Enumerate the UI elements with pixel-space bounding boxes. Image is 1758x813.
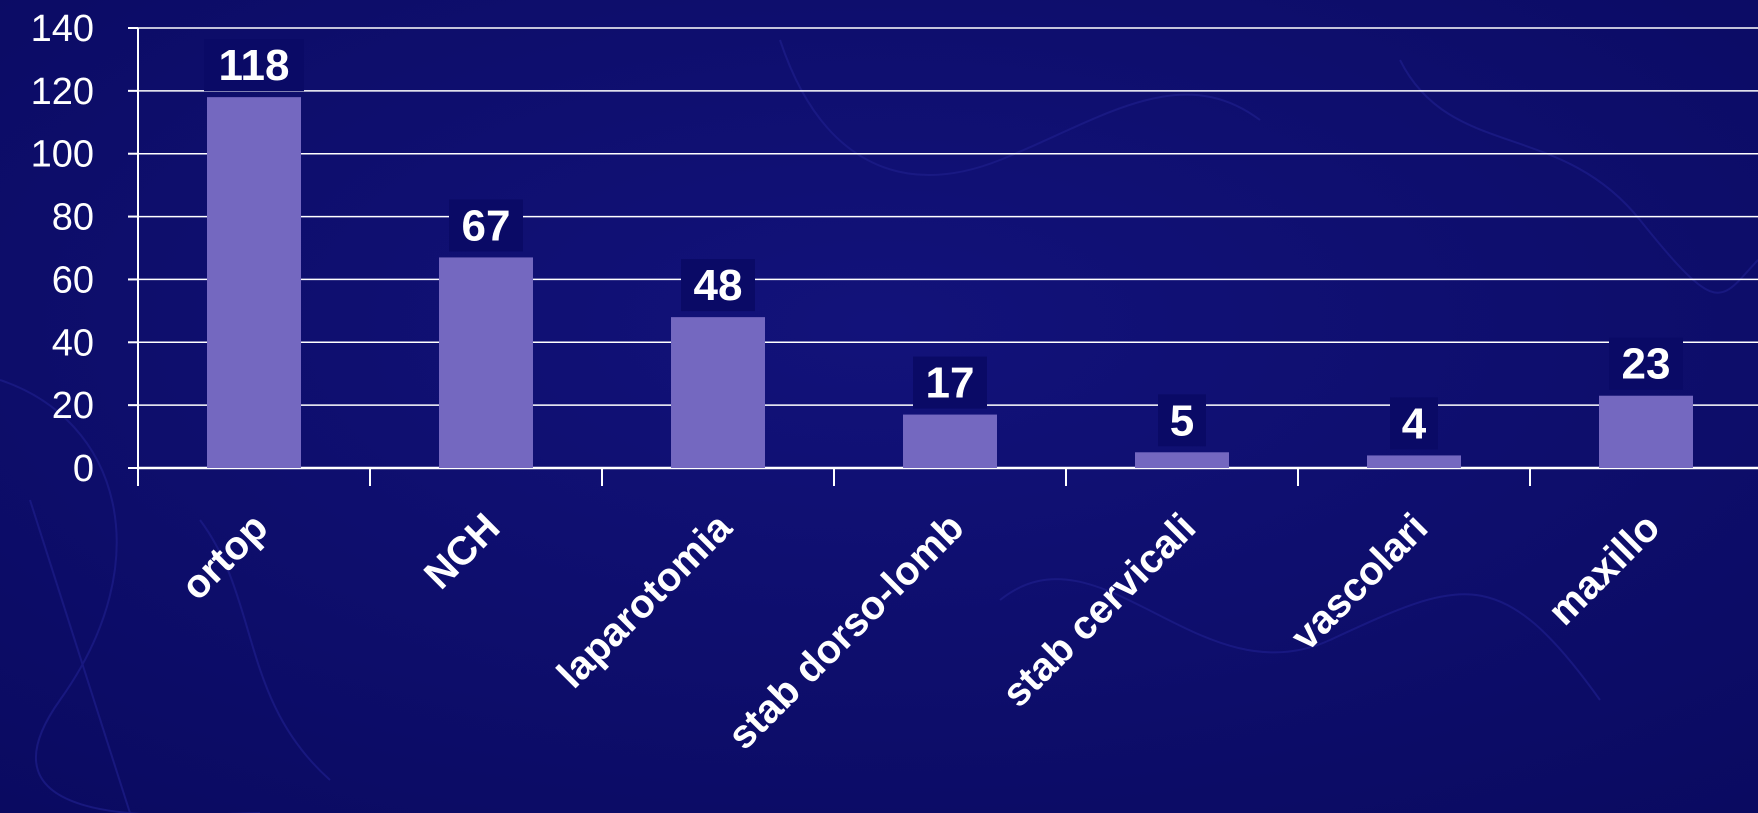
data-label-box	[1609, 337, 1683, 390]
data-label-box	[681, 259, 755, 312]
data-label-box	[1390, 397, 1438, 450]
y-tick-label: 100	[31, 134, 94, 176]
bar-nch	[439, 257, 533, 468]
bar-stab-cervicali	[1135, 452, 1229, 468]
background-decoration	[0, 39, 1758, 813]
data-label-box	[1158, 394, 1206, 447]
y-tick-label: 20	[52, 385, 94, 427]
y-tick-label: 140	[31, 8, 94, 50]
data-label-box	[204, 39, 304, 92]
y-tick-label: 80	[52, 197, 94, 239]
data-labels: 118 67 48 17 5 4 23	[204, 39, 1683, 450]
data-label-box	[913, 356, 987, 409]
data-label: 23	[1622, 340, 1671, 389]
y-tick-label: 120	[31, 71, 94, 113]
data-label-box	[449, 199, 523, 252]
data-label: 17	[926, 359, 975, 408]
y-tick-label: 40	[52, 322, 94, 364]
bar-maxillo	[1599, 395, 1693, 468]
bar-vascolari	[1367, 455, 1461, 468]
y-tick-label: 0	[73, 448, 94, 490]
bar-ortop	[207, 97, 301, 469]
data-label: 67	[462, 201, 511, 250]
data-label: 48	[694, 261, 743, 310]
bar-laparotomia	[671, 317, 765, 468]
gridlines	[138, 27, 1758, 406]
bars	[207, 97, 1693, 469]
data-label: 5	[1170, 396, 1194, 445]
data-label: 4	[1402, 399, 1427, 448]
y-tick-label: 60	[52, 259, 94, 301]
data-label: 118	[219, 41, 290, 90]
bar-stab-dorso-lomb	[903, 414, 997, 468]
